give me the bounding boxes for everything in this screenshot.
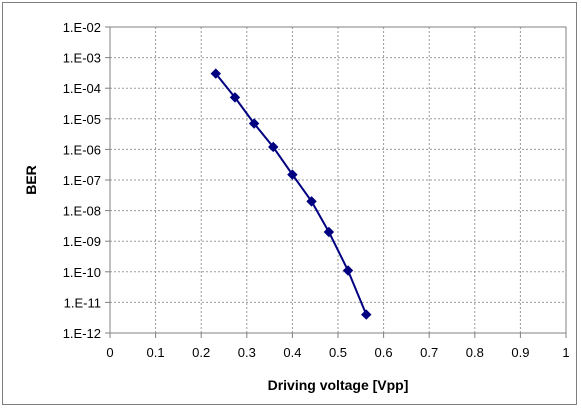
y-tick-label: 1.E-03 xyxy=(63,51,101,66)
chart-frame xyxy=(2,2,577,405)
grid-layer xyxy=(105,26,567,338)
x-tick-label: 0.1 xyxy=(147,345,165,360)
data-point-marker xyxy=(306,196,317,207)
y-tick-label: 1.E-05 xyxy=(63,112,101,127)
data-point-marker xyxy=(287,169,298,180)
y-tick-label: 1.E-08 xyxy=(63,204,101,219)
x-tick-label: 0.4 xyxy=(283,345,301,360)
y-tick-label: 1.E-07 xyxy=(63,173,101,188)
y-tick-label: 1.E-02 xyxy=(63,20,101,35)
data-point-marker xyxy=(323,226,335,238)
x-tick-label: 0.8 xyxy=(466,345,484,360)
data-point-marker xyxy=(361,309,372,320)
y-tick-label: 1.E-12 xyxy=(63,326,101,341)
x-tick-label: 1 xyxy=(562,345,569,360)
data-point-marker xyxy=(268,141,279,153)
y-axis-title: BER xyxy=(23,165,39,195)
x-tick-label: 0.3 xyxy=(238,345,256,360)
x-tick-label: 0.6 xyxy=(375,345,393,360)
x-tick-label: 0.9 xyxy=(511,345,529,360)
y-tick-label: 1.E-06 xyxy=(63,142,101,157)
x-tick-label: 0 xyxy=(106,345,113,360)
x-tick-label: 0.5 xyxy=(329,345,347,360)
data-point-marker xyxy=(229,92,241,103)
series-layer xyxy=(210,68,372,320)
y-tick-label: 1.E-11 xyxy=(64,295,101,310)
data-point-marker xyxy=(248,118,260,129)
x-axis-title: Driving voltage [Vpp] xyxy=(268,377,409,393)
data-point-marker xyxy=(210,68,221,79)
x-tick-label: 0.7 xyxy=(420,345,438,360)
y-tick-label: 1.E-10 xyxy=(63,265,101,280)
series-line xyxy=(215,72,368,315)
data-point-marker xyxy=(342,265,354,276)
y-tick-label: 1.E-04 xyxy=(63,81,101,96)
plot-area xyxy=(109,26,567,334)
tick-labels: 1.E-12 1.E-11 1.E-10 1.E-09 1.E-08 1.E-07 1.E-… xyxy=(63,20,570,360)
y-tick-label: 1.E-09 xyxy=(63,234,101,249)
x-tick-label: 0.2 xyxy=(192,345,210,360)
